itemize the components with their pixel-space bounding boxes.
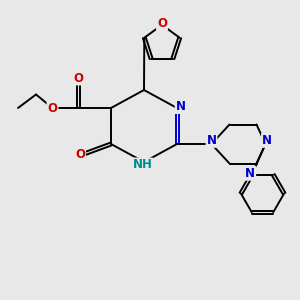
Text: N: N xyxy=(262,134,272,147)
Text: N: N xyxy=(176,100,186,113)
Text: O: O xyxy=(47,101,58,115)
Text: O: O xyxy=(157,17,167,30)
Text: O: O xyxy=(73,71,83,85)
Text: NH: NH xyxy=(133,158,152,172)
Text: N: N xyxy=(245,167,255,180)
Text: O: O xyxy=(75,148,85,161)
Text: N: N xyxy=(206,134,217,147)
